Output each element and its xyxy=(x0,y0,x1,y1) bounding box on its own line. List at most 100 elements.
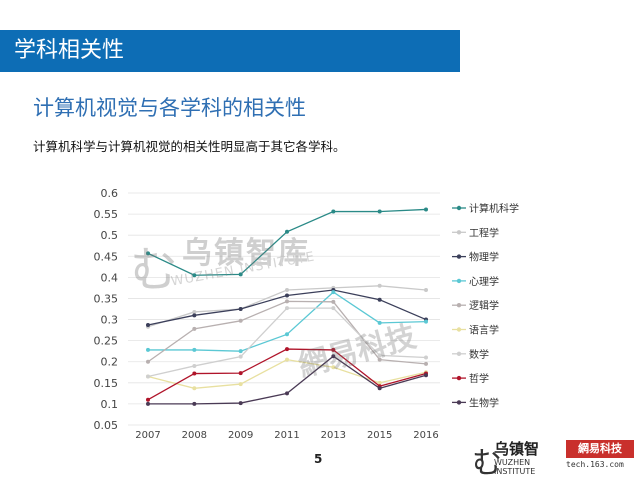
data-point xyxy=(285,293,289,298)
data-point xyxy=(238,382,243,387)
data-point xyxy=(285,332,289,337)
data-point xyxy=(331,347,336,352)
footer-institute: WUZHEN INSTITUTE xyxy=(494,458,536,476)
data-point xyxy=(377,297,382,302)
y-tick-label: 0.45 xyxy=(94,250,119,263)
data-point xyxy=(146,251,150,256)
data-point xyxy=(238,307,243,311)
data-point xyxy=(238,354,243,359)
data-point xyxy=(424,361,428,366)
data-point xyxy=(285,299,289,304)
data-point xyxy=(331,299,336,304)
data-point xyxy=(192,313,197,318)
legend-swatch-marker xyxy=(456,205,462,211)
x-tick-label: 2009 xyxy=(228,430,253,441)
data-point xyxy=(424,207,428,212)
legend-swatch-marker xyxy=(456,303,462,308)
data-point xyxy=(192,273,197,278)
footer-brand: 乌镇智 xyxy=(494,440,540,458)
data-point xyxy=(192,326,197,331)
data-point xyxy=(424,355,428,360)
data-point xyxy=(238,371,243,376)
data-point xyxy=(377,209,382,214)
y-tick-label: 0.3 xyxy=(101,314,119,327)
data-point xyxy=(146,374,150,379)
x-tick-label: 2011 xyxy=(274,430,299,441)
data-point xyxy=(238,349,243,354)
data-point xyxy=(192,401,197,406)
footer-netease-badge: 網易科技 tech.163.com xyxy=(566,440,634,474)
data-point xyxy=(238,318,243,323)
data-point xyxy=(146,397,150,402)
data-point xyxy=(238,401,243,406)
legend-swatch-marker xyxy=(456,400,462,405)
data-point xyxy=(424,373,428,378)
data-point xyxy=(424,319,428,324)
legend-label: 数学 xyxy=(469,348,489,361)
legend-swatch-marker xyxy=(456,254,462,259)
data-point xyxy=(331,290,336,295)
data-point xyxy=(377,357,382,362)
data-point xyxy=(285,306,289,311)
data-point xyxy=(285,391,289,396)
footer-wuzhen-logo: む 乌镇智 WUZHEN INSTITUTE xyxy=(472,438,562,481)
y-tick-label: 0.1 xyxy=(101,398,119,411)
legend-swatch-marker xyxy=(456,375,462,381)
legend-label: 生物学 xyxy=(469,396,499,409)
y-tick-label: 0.15 xyxy=(94,377,119,390)
data-point xyxy=(331,306,336,311)
data-point xyxy=(377,283,382,288)
data-point xyxy=(331,209,336,214)
footer-badge-url: tech.163.com xyxy=(566,460,624,469)
data-point xyxy=(331,365,336,370)
legend-swatch-marker xyxy=(456,230,462,235)
data-point xyxy=(331,354,336,359)
data-point xyxy=(285,347,289,352)
data-point xyxy=(192,363,197,368)
data-point xyxy=(424,288,428,293)
x-tick-label: 2013 xyxy=(321,430,346,441)
y-tick-label: 0.2 xyxy=(101,356,119,369)
data-point xyxy=(377,380,382,385)
data-point xyxy=(377,386,382,391)
slide-heading: 计算机视觉与各学科的相关性 xyxy=(33,96,306,120)
legend-label: 心理学 xyxy=(469,275,499,288)
y-tick-label: 0.25 xyxy=(94,335,119,348)
data-point xyxy=(377,353,382,358)
data-point xyxy=(377,320,382,325)
legend-label: 逻辑学 xyxy=(469,299,499,312)
wuzhen-footer-logo-icon: む xyxy=(472,446,502,481)
data-point xyxy=(285,288,289,293)
x-tick-label: 2008 xyxy=(182,430,207,441)
legend-label: 工程学 xyxy=(469,226,499,239)
data-point xyxy=(192,347,197,352)
watermark-brand: 乌镇智库 xyxy=(182,236,310,271)
data-point xyxy=(238,272,243,277)
y-tick-label: 0.4 xyxy=(101,271,119,284)
slide-section-title: 学科相关性 xyxy=(14,38,125,63)
legend-label: 语言学 xyxy=(469,324,499,337)
data-point xyxy=(146,401,150,406)
slide-subtitle: 计算机科学与计算机视觉的相关性明显高于其它各学科。 xyxy=(33,139,346,154)
data-point xyxy=(146,347,150,352)
y-tick-label: 0.6 xyxy=(101,187,119,200)
data-point xyxy=(146,359,150,364)
legend-label: 计算机科学 xyxy=(469,202,519,215)
data-point xyxy=(146,323,150,328)
data-point xyxy=(192,386,197,391)
y-tick-label: 0.55 xyxy=(94,208,119,221)
title-bar: 学科相关性 xyxy=(0,30,460,72)
wuzhen-logo-icon: む xyxy=(130,242,179,298)
footer-badge-label: 網易科技 xyxy=(566,440,634,458)
legend-label: 物理学 xyxy=(469,251,499,264)
legend-swatch-marker xyxy=(456,327,462,332)
legend-swatch-marker xyxy=(456,351,462,356)
legend-swatch-marker xyxy=(456,278,462,284)
wuzhen-watermark: む 乌镇智库 WUZHEN INSTITUTE xyxy=(130,228,340,298)
data-point xyxy=(192,371,197,376)
data-point xyxy=(192,309,197,314)
x-tick-label: 2007 xyxy=(135,430,160,441)
y-tick-label: 0.05 xyxy=(94,419,119,432)
page-number: 5 xyxy=(314,452,323,466)
